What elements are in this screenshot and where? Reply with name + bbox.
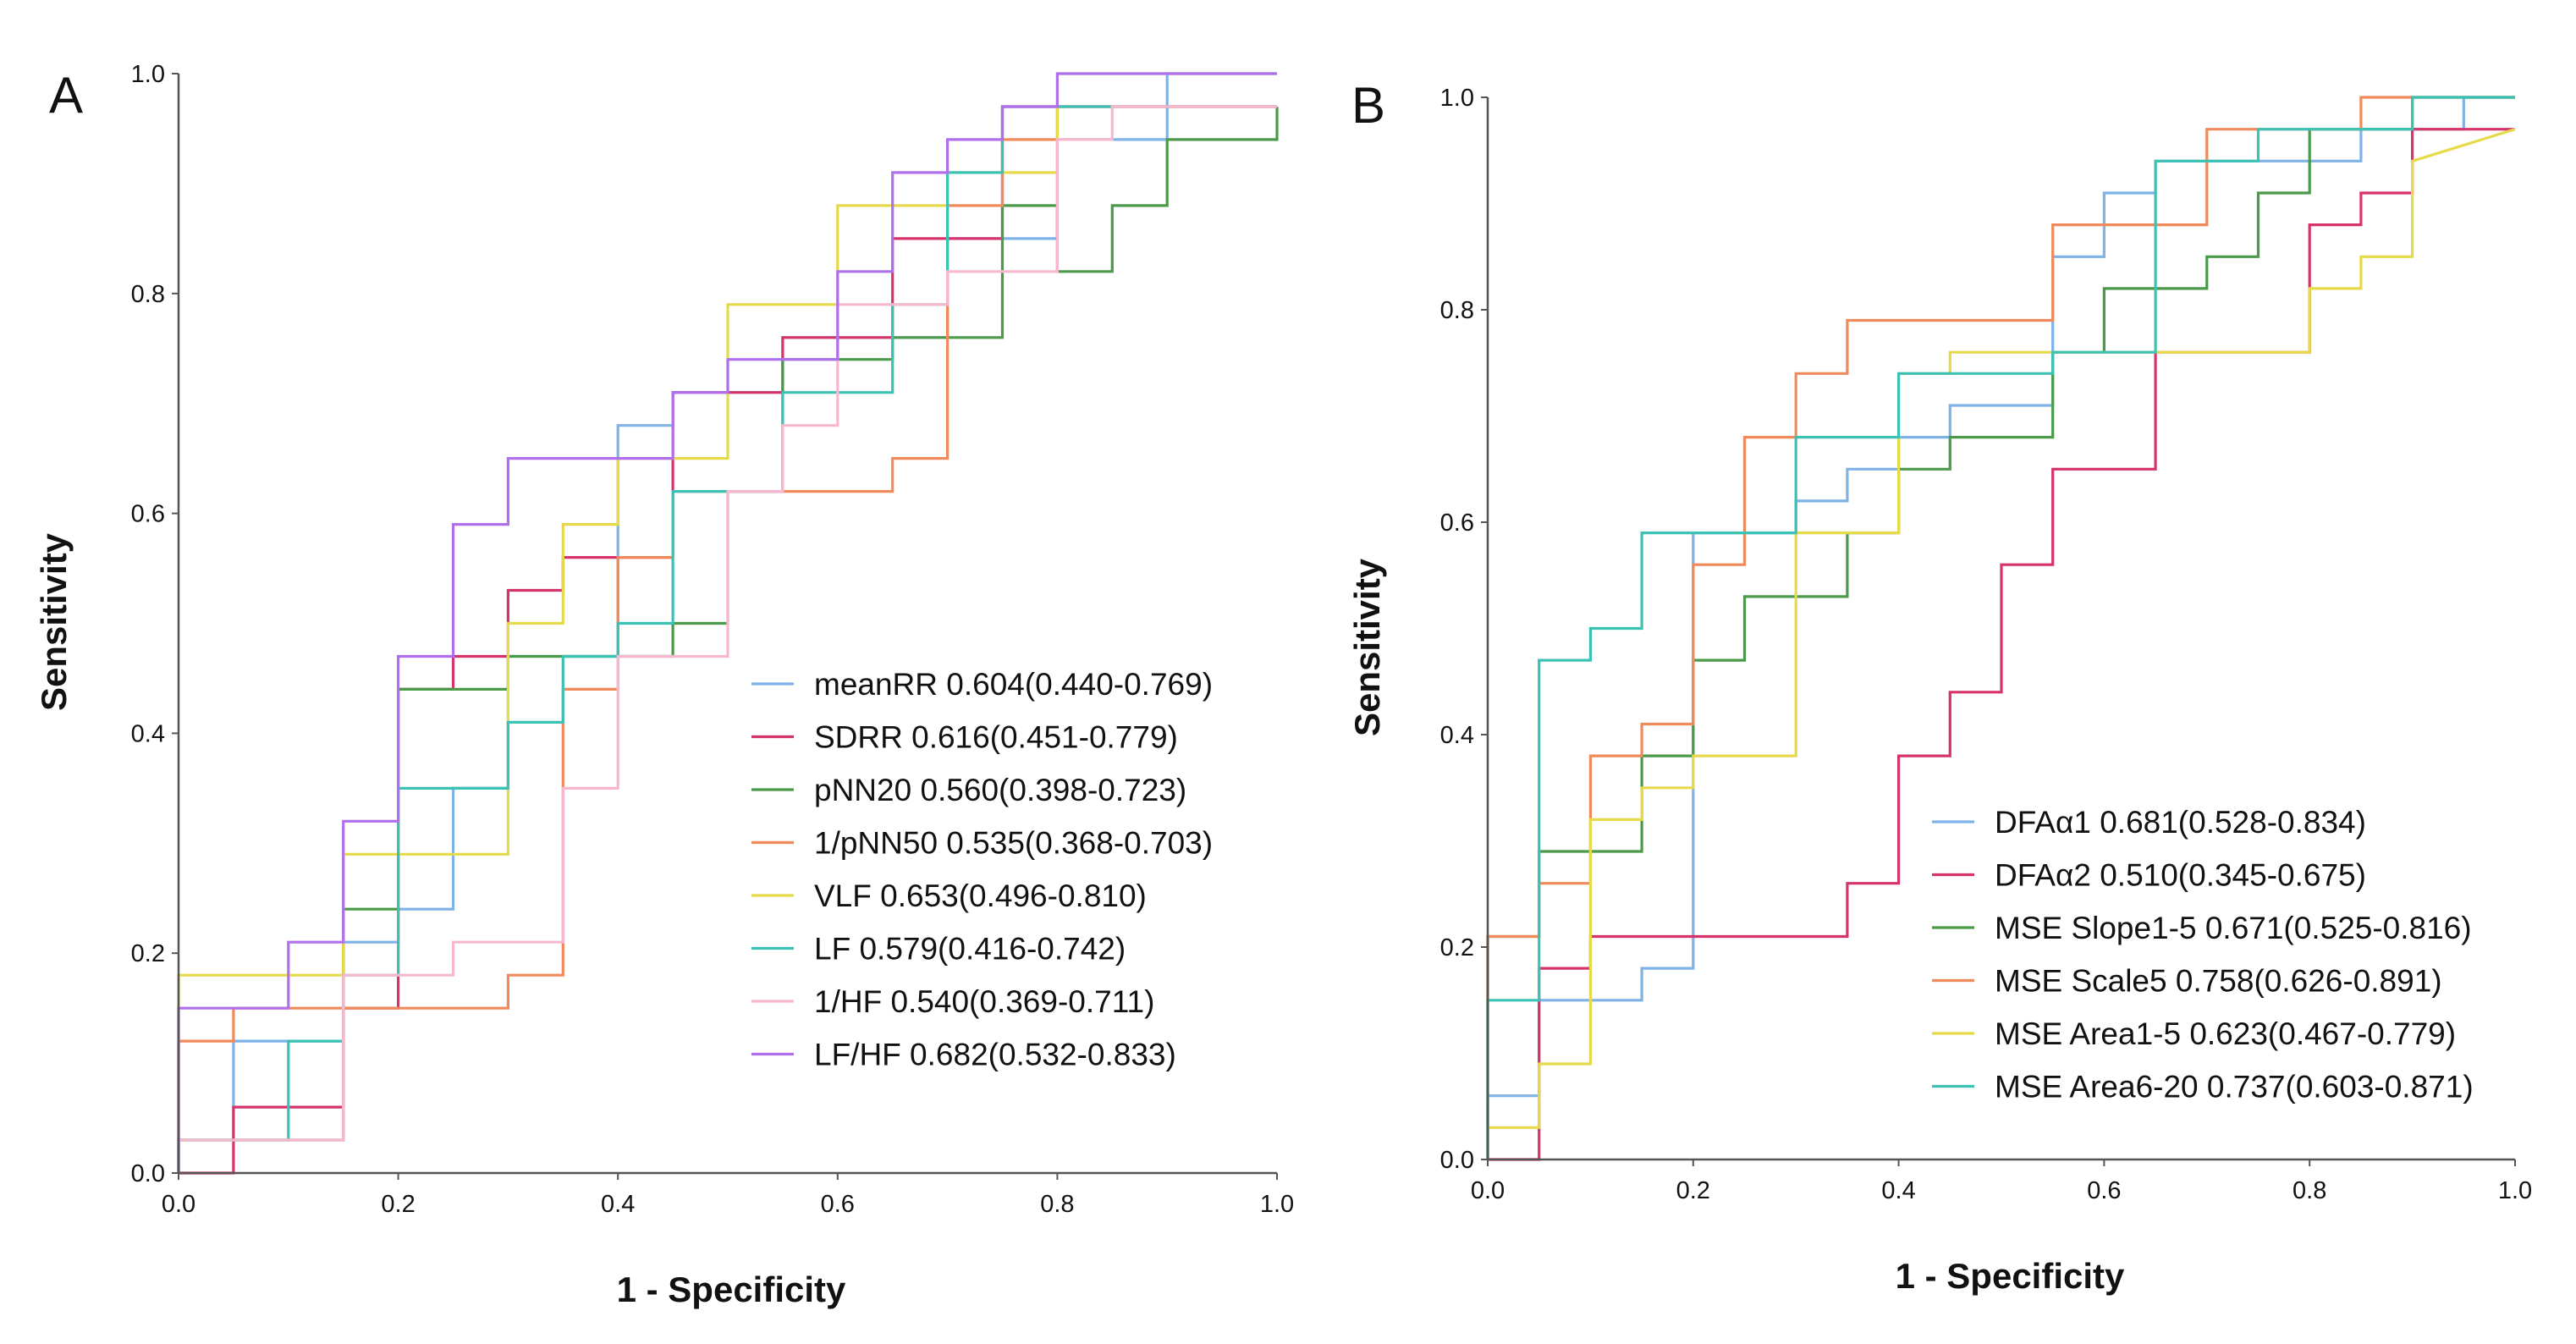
x-axis-title-b: 1 - Specificity [1896,1256,2125,1296]
legend-label-a: meanRR 0.604(0.440-0.769) [814,667,1213,702]
y-tick-label-b: 1.0 [1440,85,1474,112]
y-tick-label-b: 0.2 [1440,934,1474,961]
roc-chart-panel-b: B Sensitivity 1 - Specificity 0.0 0.2 0.4 0… [1347,77,2532,1296]
x-tick-label-b: 0.8 [2293,1177,2326,1204]
roc-chart-panel-a: A Sensitivity 1 - Specificity 0.0 0.2 0.4 0… [34,61,1294,1309]
roc-curve-b-mse-scale5 [1486,96,2515,1159]
x-tick-label-b: 0.6 [2087,1177,2121,1204]
panel-label-b: B [1351,77,1385,134]
x-tick-label-a: 0.4 [601,1191,635,1218]
legend-label-a: VLF 0.653(0.496-0.810) [814,879,1147,913]
legend-label-b: MSE Scale5 0.758(0.626-0.891) [1995,964,2442,999]
roc-curve-b-mse-area1-5 [1486,128,2516,1159]
x-tick-label-b: 0.0 [1471,1177,1505,1204]
y-tick-label-b: 0.0 [1440,1147,1474,1174]
legend-label-b: MSE Area1-5 0.623(0.467-0.779) [1995,1016,2456,1051]
x-tick-label-a: 1.0 [1260,1191,1294,1218]
axes-b: 0.0 0.2 0.4 0.6 0.8 1.0 0.0 0.2 0.4 0.6 0.8 1.0 [1440,85,2532,1204]
y-tick-label-a: 0.4 [131,720,165,747]
y-axis-title-b: Sensitivity [1347,558,1387,736]
y-tick-label-b: 0.8 [1440,297,1474,324]
x-tick-label-b: 0.4 [1881,1177,1915,1204]
x-tick-label-b: 0.2 [1676,1177,1710,1204]
x-tick-label-a: 0.8 [1040,1191,1074,1218]
legend-a: meanRR 0.604(0.440-0.769) SDRR 0.616(0.45… [751,667,1213,1072]
legend-label-a: 1/HF 0.540(0.369-0.711) [814,984,1154,1019]
y-tick-label-a: 0.8 [131,281,165,308]
legend-label-b: MSE Slope1-5 0.671(0.525-0.816) [1995,911,2472,945]
x-tick-label-a: 0.2 [381,1191,415,1218]
series-layer-b [1486,96,2516,1161]
y-tick-label-a: 0.6 [131,501,165,528]
x-axis-title-a: 1 - Specificity [617,1270,846,1309]
legend-label-a: 1/pNN50 0.535(0.368-0.703) [814,826,1213,861]
axes-a: 0.0 0.2 0.4 0.6 0.8 1.0 0.0 0.2 0.4 0.6 0.8 1.0 [131,61,1294,1218]
roc-curve-a-lf-hf [177,72,1277,1173]
legend-label-b: MSE Area6-20 0.737(0.603-0.871) [1995,1070,2474,1104]
legend-label-b: DFAα2 0.510(0.345-0.675) [1995,858,2366,893]
roc-curve-b-mse-area6-20 [1486,96,2515,1159]
y-axis-title-a: Sensitivity [34,532,74,711]
roc-curve-a-1-hf [177,105,1277,1173]
y-tick-label-a: 0.0 [131,1160,165,1187]
x-tick-label-a: 0.0 [162,1191,195,1218]
x-tick-label-a: 0.6 [821,1191,855,1218]
y-tick-label-a: 0.2 [131,940,165,967]
panel-label-a: A [49,67,83,124]
legend-label-b: DFAα1 0.681(0.528-0.834) [1995,805,2366,840]
x-tick-label-b: 1.0 [2498,1177,2532,1204]
legend-label-a: SDRR 0.616(0.451-0.779) [814,720,1178,755]
y-tick-label-b: 0.4 [1440,722,1474,749]
legend-label-a: pNN20 0.560(0.398-0.723) [814,773,1186,807]
legend-b: DFAα1 0.681(0.528-0.834) DFAα2 0.510(0.34… [1932,805,2474,1104]
y-tick-label-a: 1.0 [131,61,165,88]
y-tick-label-b: 0.6 [1440,510,1474,537]
legend-label-a: LF/HF 0.682(0.532-0.833) [814,1038,1176,1072]
series-layer-a [177,72,1279,1175]
legend-label-a: LF 0.579(0.416-0.742) [814,932,1126,967]
